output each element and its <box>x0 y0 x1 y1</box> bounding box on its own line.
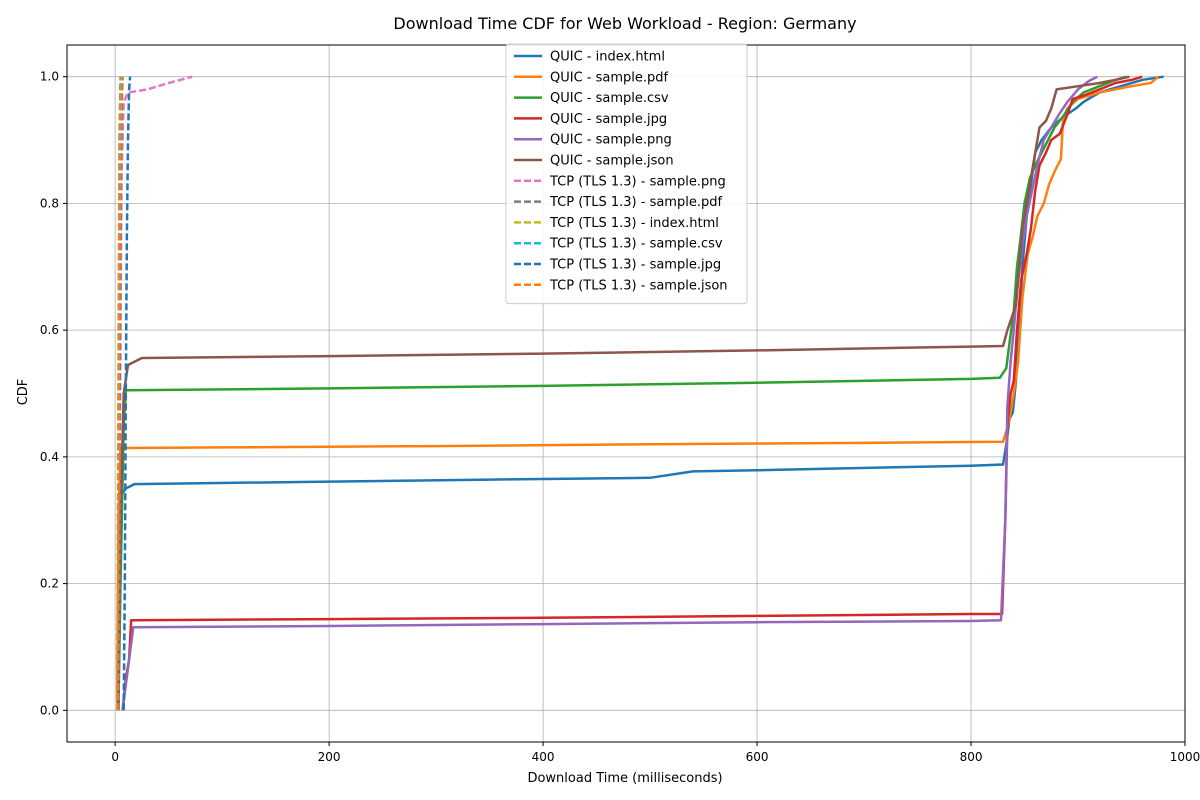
legend-label: QUIC - sample.json <box>550 154 674 169</box>
series-line-6 <box>117 75 1130 711</box>
x-tick-label: 800 <box>960 750 983 764</box>
legend-label: QUIC - sample.png <box>550 133 672 148</box>
y-tick-label: 1.0 <box>40 70 59 84</box>
legend-label: QUIC - sample.jpg <box>550 112 667 127</box>
legend-label: TCP (TLS 1.3) - index.html <box>549 216 719 231</box>
chart-title: Download Time CDF for Web Workload - Reg… <box>393 14 856 33</box>
y-tick-label: 0.6 <box>40 323 59 337</box>
series-line-4 <box>121 75 1143 711</box>
legend: QUIC - index.html QUIC - sample.pdf QUIC -… <box>505 43 748 305</box>
series-line-12 <box>116 76 123 711</box>
legend-label: TCP (TLS 1.3) - sample.png <box>549 174 726 189</box>
x-tick-label: 0 <box>111 750 119 764</box>
y-tick-label: 0.2 <box>40 577 59 591</box>
legend-label: TCP (TLS 1.3) - sample.jpg <box>549 258 721 273</box>
y-tick-label: 0.8 <box>40 196 59 210</box>
legend-label: QUIC - index.html <box>550 50 665 65</box>
legend-box <box>505 43 748 305</box>
legend-label: TCP (TLS 1.3) - sample.csv <box>549 237 723 252</box>
x-tick-label: 400 <box>532 750 555 764</box>
y-axis-label: CDF <box>16 379 31 406</box>
series-line-11 <box>122 76 132 711</box>
axis-ticks: 0 200 400 600 800 1000 0.0 0.2 0.4 0.6 0.8 1.0 <box>40 70 1200 764</box>
x-axis-label: Download Time (milliseconds) <box>527 771 722 786</box>
y-tick-label: 0.4 <box>40 450 59 464</box>
legend-label: QUIC - sample.pdf <box>550 70 669 85</box>
x-tick-label: 200 <box>318 750 341 764</box>
legend-label: QUIC - sample.csv <box>550 91 669 106</box>
y-tick-label: 0.0 <box>40 703 59 717</box>
series-line-5 <box>121 75 1098 711</box>
series-layer <box>116 75 1164 711</box>
x-tick-label: 1000 <box>1170 750 1200 764</box>
x-tick-label: 600 <box>746 750 769 764</box>
legend-label: TCP (TLS 1.3) - sample.json <box>549 278 728 293</box>
legend-label: TCP (TLS 1.3) - sample.pdf <box>549 195 722 210</box>
